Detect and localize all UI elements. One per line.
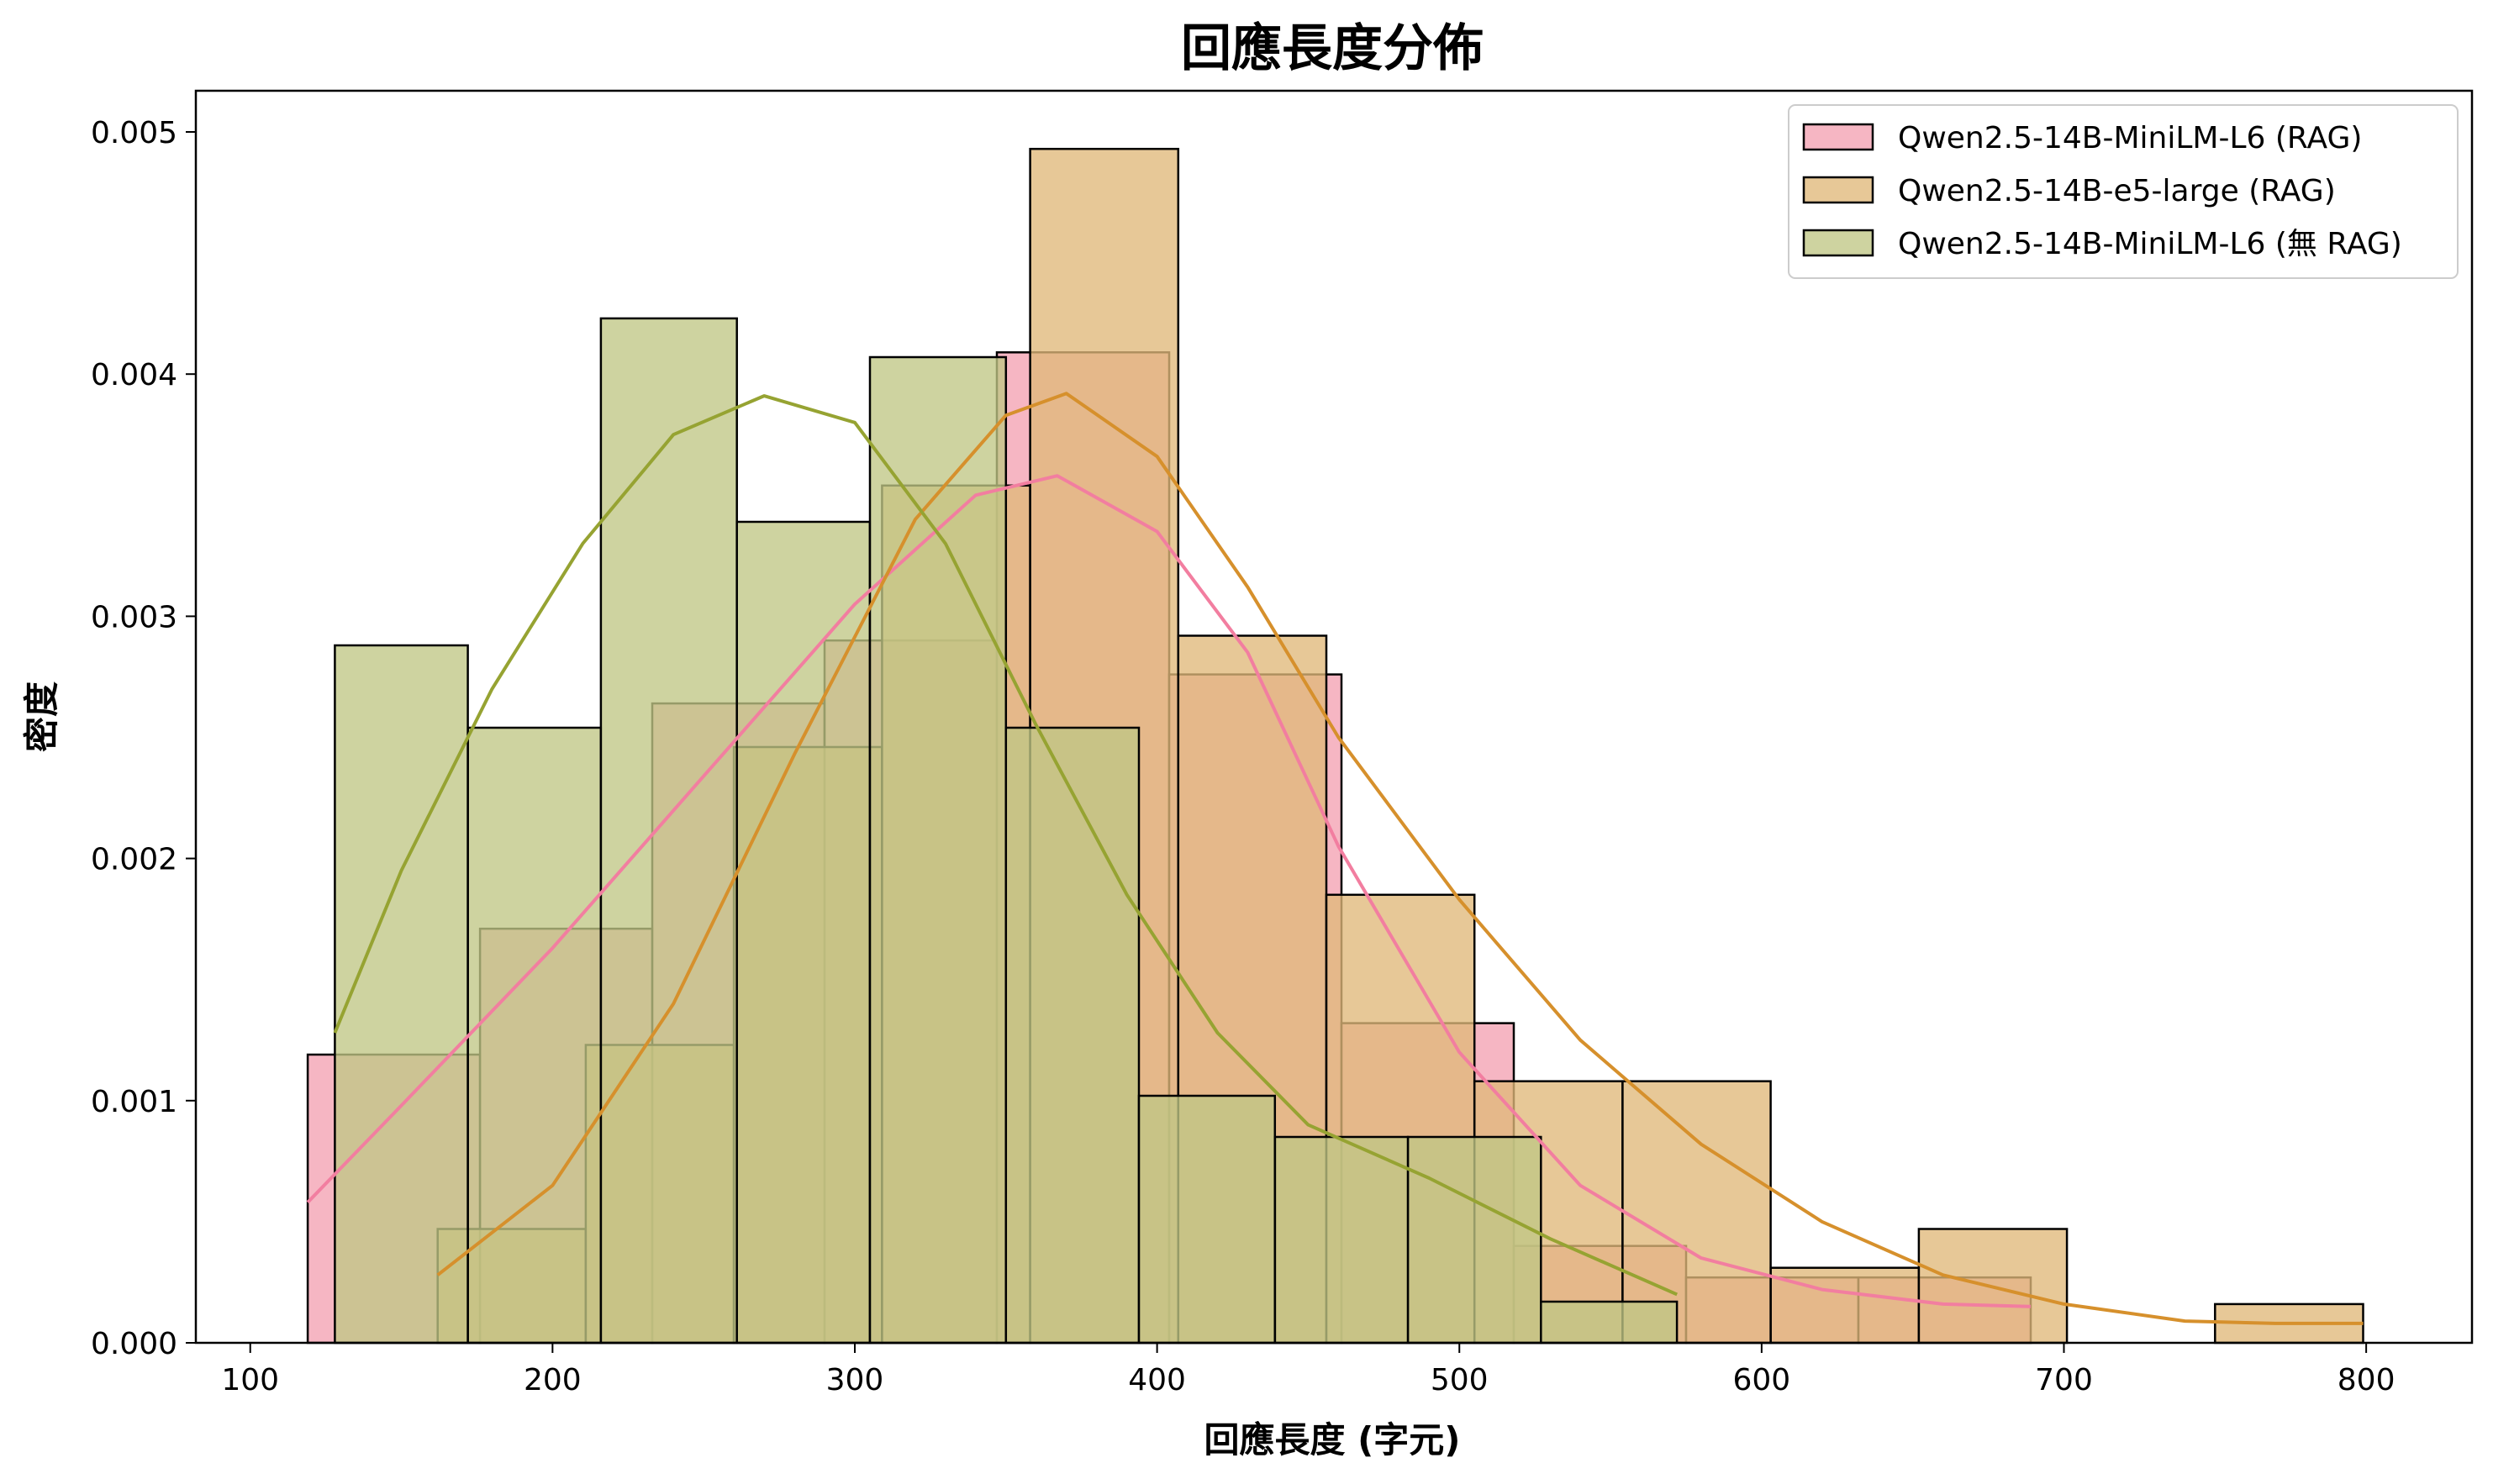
histogram-bar bbox=[1273, 1135, 1410, 1345]
plot-area bbox=[306, 147, 2364, 1345]
legend: Qwen2.5-14B-MiniLM-L6 (RAG) Qwen2.5-14B-e… bbox=[1788, 104, 2459, 279]
y-tick-label: 0.004 bbox=[91, 358, 177, 392]
series-3-bars bbox=[334, 317, 1679, 1345]
x-axis: 100 200 300 400 500 600 700 800 bbox=[221, 1343, 2395, 1397]
y-tick-label: 0.002 bbox=[91, 843, 177, 877]
histogram-bar bbox=[1004, 726, 1141, 1345]
legend-label: Qwen2.5-14B-MiniLM-L6 (RAG) bbox=[1898, 121, 2362, 155]
x-tick-label: 500 bbox=[1431, 1363, 1489, 1397]
histogram-bar bbox=[735, 520, 872, 1345]
histogram-bar bbox=[1406, 1135, 1542, 1345]
histogram-bar bbox=[868, 355, 1008, 1345]
y-tick-label: 0.001 bbox=[91, 1085, 177, 1119]
kde-line-series-3 bbox=[333, 394, 1679, 1297]
x-tick-label: 200 bbox=[524, 1363, 582, 1397]
x-tick-label: 300 bbox=[826, 1363, 884, 1397]
legend-swatch bbox=[1802, 229, 1874, 257]
x-tick-label: 100 bbox=[221, 1363, 279, 1397]
kde-line-series-1 bbox=[306, 474, 2031, 1308]
x-axis-label: 回應長度 (字元) bbox=[1204, 1419, 1460, 1460]
histogram-bar bbox=[334, 644, 469, 1345]
histogram-bar bbox=[466, 726, 603, 1345]
x-tick-label: 400 bbox=[1128, 1363, 1186, 1397]
y-tick-label: 0.005 bbox=[91, 116, 177, 150]
y-tick-label: 0.000 bbox=[91, 1327, 177, 1361]
x-tick-label: 600 bbox=[1733, 1363, 1791, 1397]
y-axis: 0.000 0.001 0.002 0.003 0.004 0.005 bbox=[91, 116, 196, 1361]
histogram-bar bbox=[1137, 1094, 1277, 1345]
histogram-bar bbox=[599, 317, 738, 1345]
legend-swatch bbox=[1802, 123, 1874, 151]
histogram-bar bbox=[1769, 1266, 1921, 1345]
legend-label: Qwen2.5-14B-e5-large (RAG) bbox=[1898, 174, 2336, 208]
x-tick-label: 800 bbox=[2338, 1363, 2395, 1397]
x-tick-label: 700 bbox=[2035, 1363, 2093, 1397]
plot-frame bbox=[194, 89, 2474, 1345]
legend-swatch bbox=[1802, 176, 1874, 204]
histogram-bar bbox=[1621, 1080, 1772, 1345]
legend-label: Qwen2.5-14B-MiniLM-L6 (無 RAG) bbox=[1898, 227, 2402, 261]
legend-box bbox=[1788, 104, 2459, 279]
histogram-bar bbox=[1540, 1300, 1679, 1345]
chart-title: 回應長度分佈 bbox=[1181, 19, 1484, 78]
y-axis-label: 密度 bbox=[21, 681, 62, 752]
y-tick-label: 0.003 bbox=[91, 600, 177, 634]
kde-line-series-2 bbox=[436, 392, 2364, 1325]
